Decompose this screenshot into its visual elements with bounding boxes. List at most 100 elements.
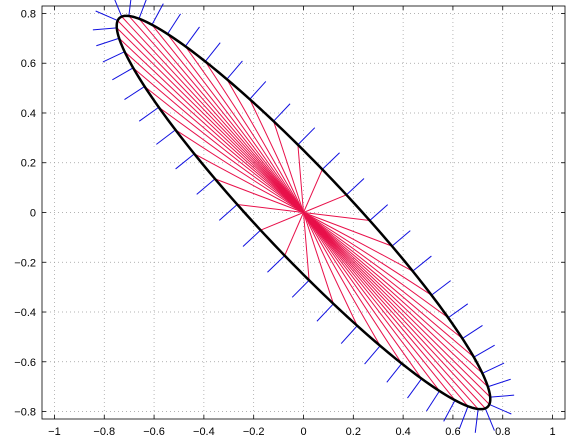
normal-line bbox=[96, 37, 120, 47]
normal-line bbox=[391, 230, 411, 247]
normal-line bbox=[473, 344, 495, 358]
ray-line bbox=[184, 46, 304, 213]
ray-line bbox=[214, 178, 304, 213]
normal-line bbox=[482, 362, 505, 374]
normal-line bbox=[151, 3, 164, 25]
y-tick-label: 0 bbox=[30, 208, 36, 220]
x-tick-label: 0.8 bbox=[495, 426, 510, 438]
normal-line bbox=[386, 363, 403, 383]
ray-line bbox=[128, 15, 304, 213]
normal-line bbox=[407, 378, 423, 399]
normal-line bbox=[184, 26, 200, 47]
normal-line bbox=[128, 0, 132, 17]
ray-line bbox=[303, 212, 310, 281]
ray-line bbox=[303, 212, 479, 410]
ray-line bbox=[303, 212, 490, 405]
ray-line bbox=[117, 20, 304, 213]
x-tick-label: 1 bbox=[549, 426, 555, 438]
ray-line bbox=[297, 144, 304, 213]
ray-line bbox=[303, 212, 432, 296]
normal-line bbox=[346, 178, 365, 196]
normal-line bbox=[462, 325, 483, 339]
ray-line bbox=[158, 106, 304, 213]
normal-line bbox=[249, 81, 267, 100]
x-tick-label: 0.2 bbox=[346, 426, 361, 438]
ray-line bbox=[303, 194, 347, 213]
ray-line bbox=[116, 27, 304, 213]
normal-line bbox=[102, 51, 125, 63]
ray-line bbox=[303, 212, 483, 374]
ray-line bbox=[303, 212, 469, 407]
normal-line bbox=[112, 67, 134, 81]
ray-line bbox=[303, 212, 486, 409]
ray-line bbox=[303, 212, 381, 347]
grid bbox=[42, 6, 565, 419]
normal-line bbox=[447, 303, 469, 319]
normal-line bbox=[316, 303, 334, 322]
ellipse-curve bbox=[115, 14, 492, 411]
normal-line bbox=[291, 279, 310, 298]
x-tick-label: 0.4 bbox=[395, 426, 410, 438]
ray-line bbox=[303, 212, 403, 364]
ray-line bbox=[303, 212, 440, 392]
ray-line bbox=[303, 212, 489, 388]
x-tick-label: −0.8 bbox=[93, 426, 115, 438]
normal-lines bbox=[92, 0, 515, 433]
normal-line bbox=[196, 178, 216, 195]
ray-line bbox=[121, 16, 304, 213]
normal-line bbox=[490, 394, 515, 398]
x-tick-label: −0.4 bbox=[193, 426, 215, 438]
ray-line bbox=[303, 212, 456, 401]
ray-line bbox=[118, 37, 304, 213]
ray-line bbox=[303, 212, 491, 398]
ray-line bbox=[249, 99, 304, 213]
ray-line bbox=[303, 212, 449, 319]
normal-line bbox=[175, 153, 195, 170]
normal-line bbox=[443, 400, 456, 422]
ray-line bbox=[303, 212, 370, 222]
normal-line bbox=[273, 103, 291, 122]
x-tick-labels: −1 −0.8 −0.6 −0.4 −0.2 0 0.2 0.4 0.6 0.8 1 bbox=[48, 426, 555, 438]
x-tick-label: −1 bbox=[48, 426, 61, 438]
y-tick-label: −0.4 bbox=[14, 307, 36, 319]
normal-line bbox=[218, 204, 238, 221]
ray-line bbox=[237, 203, 304, 213]
ray-line bbox=[303, 212, 393, 247]
normal-line bbox=[458, 406, 469, 429]
ray-line bbox=[303, 212, 334, 304]
ray-line bbox=[273, 121, 304, 213]
normal-line bbox=[431, 280, 451, 296]
ray-line bbox=[303, 212, 358, 326]
normal-line bbox=[369, 204, 389, 221]
normal-line bbox=[297, 127, 316, 146]
normal-line bbox=[412, 255, 432, 272]
ray-line bbox=[303, 212, 475, 358]
normal-line bbox=[138, 106, 160, 122]
normal-line bbox=[156, 129, 176, 145]
normal-line bbox=[138, 0, 147, 19]
ray-line bbox=[138, 18, 304, 213]
x-tick-label: 0.6 bbox=[445, 426, 460, 438]
ray-line bbox=[132, 67, 304, 213]
ray-line bbox=[175, 129, 304, 213]
normal-line bbox=[95, 10, 118, 22]
y-tick-label: 0.6 bbox=[21, 58, 36, 70]
y-tick-label: 0.4 bbox=[21, 108, 36, 120]
y-tick-label: −0.2 bbox=[14, 257, 36, 269]
normal-line bbox=[114, 0, 123, 17]
ray-line bbox=[303, 169, 323, 213]
x-tick-label: 0 bbox=[300, 426, 306, 438]
normal-line bbox=[321, 152, 340, 170]
normal-line bbox=[226, 60, 243, 80]
normal-line bbox=[484, 408, 495, 431]
normal-line bbox=[487, 378, 511, 388]
y-tick-label: 0.2 bbox=[21, 158, 36, 170]
ray-line bbox=[303, 212, 413, 272]
normal-line bbox=[242, 229, 261, 247]
x-tick-label: −0.6 bbox=[143, 426, 165, 438]
ray-line bbox=[167, 33, 304, 213]
ray-line bbox=[284, 212, 304, 256]
ray-line bbox=[303, 212, 423, 379]
ray-line bbox=[303, 212, 463, 339]
